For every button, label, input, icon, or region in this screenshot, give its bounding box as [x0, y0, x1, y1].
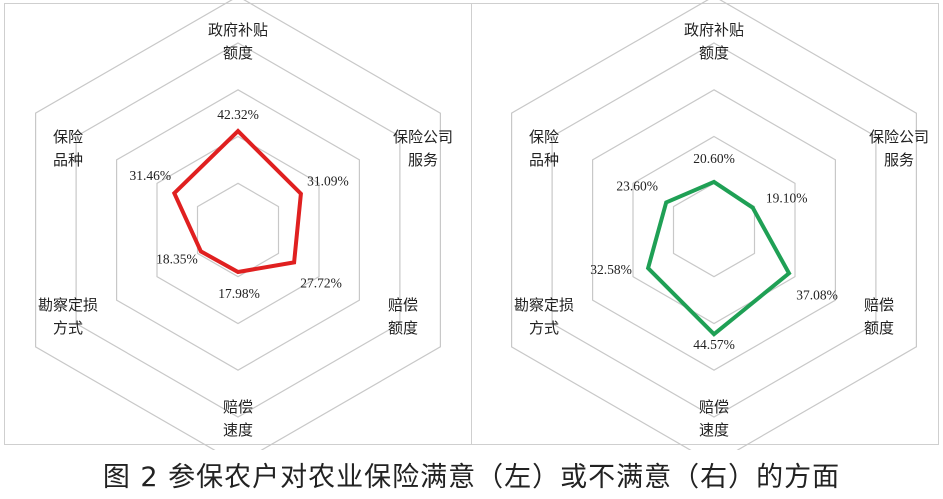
left-axis-label-5-line-2: 方式 [53, 319, 83, 337]
right-grid-ring-2 [632, 135, 796, 325]
left-data-point-2 [299, 192, 303, 196]
right-data-point-6 [664, 200, 668, 204]
right-value-label-2: 19.10% [766, 191, 808, 206]
right-value-label-6: 23.60% [616, 178, 658, 193]
left-axis-label-3-line-1: 赔偿 [388, 296, 418, 314]
left-value-label-5: 18.35% [156, 251, 198, 266]
right-data-point-1 [712, 180, 716, 184]
right-value-label-3: 37.08% [796, 287, 838, 302]
left-axis-label-1-line-1: 政府补贴 [208, 21, 268, 39]
right-axis-label-5-line-2: 方式 [529, 319, 559, 337]
right-axis-label-5-line-1: 勘察定损 [514, 296, 574, 314]
left-data-point-1 [236, 129, 240, 133]
right-value-label-1: 20.60% [693, 151, 735, 166]
figure-caption: 图 2 参保农户对农业保险满意（左）或不满意（右）的方面 [102, 462, 841, 493]
right-axis-label-6-line-2: 品种 [529, 151, 559, 169]
right-grid-ring-4 [551, 42, 877, 418]
left-data-point-5 [199, 249, 203, 253]
left-grid-ring-1 [196, 182, 280, 278]
left-axis-label-6-line-1: 保险 [53, 128, 83, 146]
left-value-label-6: 31.46% [129, 168, 171, 183]
left-data-point-6 [172, 191, 176, 195]
left-value-label-4: 17.98% [218, 286, 260, 301]
left-data-point-3 [292, 260, 296, 264]
right-grid-ring-5 [511, 0, 918, 450]
right-axis-label-2-line-2: 服务 [884, 151, 914, 169]
right-data-point-5 [646, 266, 650, 270]
left-axis-label-1-line-2: 额度 [223, 44, 253, 62]
radar-charts: 42.32% 31.09% 27.72% 17.98% 18.35% 31.46% 政府补贴… [34, 0, 929, 450]
left-grid-ring-3 [115, 89, 360, 371]
left-grid-ring-4 [75, 42, 401, 418]
left-data-point-4 [236, 270, 240, 274]
right-grid-ring-3 [591, 89, 837, 371]
right-axis-label-3-line-1: 赔偿 [864, 296, 894, 314]
left-axis-label-4-line-1: 赔偿 [223, 398, 253, 416]
left-grid-ring-5 [34, 0, 441, 450]
right-axis-label-6-line-1: 保险 [529, 128, 559, 146]
left-grid-ring-2 [156, 135, 320, 325]
left-axis-label-6-line-2: 品种 [53, 151, 83, 169]
right-axis-label-4-line-1: 赔偿 [699, 398, 729, 416]
left-value-label-1: 42.32% [217, 107, 259, 122]
panel-divider [471, 3, 472, 445]
right-grid-ring-1 [672, 182, 756, 278]
right-data-point-3 [787, 271, 791, 275]
left-axis-label-3-line-2: 额度 [388, 319, 418, 337]
left-axis-label-4-line-2: 速度 [223, 421, 253, 439]
right-data-point-2 [751, 206, 755, 210]
left-axis-label-2-line-1: 保险公司 [393, 128, 453, 146]
left-axis-label-5-line-1: 勘察定损 [38, 296, 98, 314]
left-axis-label-2-line-2: 服务 [408, 151, 438, 169]
right-axis-label-3-line-2: 额度 [864, 319, 894, 337]
right-value-label-5: 32.58% [590, 262, 632, 277]
right-axis-label-1-line-2: 额度 [699, 44, 729, 62]
left-value-label-3: 27.72% [300, 275, 342, 290]
right-axis-label-2-line-1: 保险公司 [869, 128, 929, 146]
right-data-point-4 [712, 332, 716, 336]
right-value-label-4: 44.57% [693, 337, 735, 352]
right-axis-label-4-line-2: 速度 [699, 421, 729, 439]
left-value-label-2: 31.09% [307, 174, 349, 189]
right-axis-label-1-line-1: 政府补贴 [684, 21, 744, 39]
